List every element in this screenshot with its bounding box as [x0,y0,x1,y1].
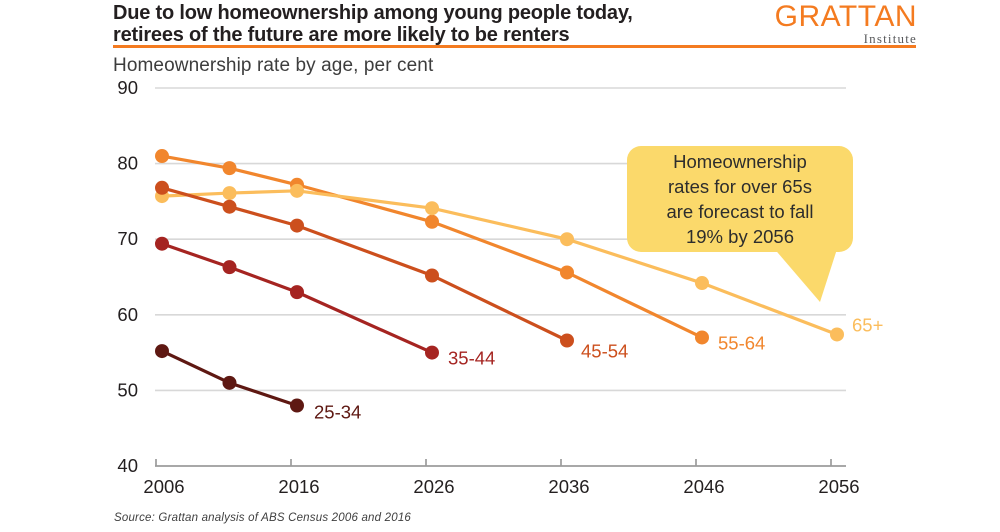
y-tick-label: 70 [117,228,138,249]
chart-title: Due to low homeownership among young peo… [113,2,633,46]
series-line-35-44 [161,242,433,355]
series-point-35-44 [222,260,237,275]
series-point-45-54 [560,333,574,348]
y-tick-label: 60 [117,304,138,325]
annotation-callout: Homeownership rates for over 65s are for… [627,146,853,252]
series-point-65+ [425,201,439,216]
series-line-55-64 [161,154,703,339]
grattan-logo-institute: Institute [863,31,917,46]
series-point-45-54 [155,180,169,195]
x-tick-label: 2036 [548,476,589,497]
series-label-65+: 65+ [852,314,883,335]
series-point-65+ [222,186,237,201]
series-label-35-44: 35-44 [448,348,495,369]
y-tick-label: 90 [117,77,138,98]
series-point-55-64 [560,265,574,280]
series-point-25-34 [290,398,304,413]
series-point-25-34 [222,375,237,390]
y-tick-label: 50 [117,379,138,400]
grattan-logo-wordmark: GRATTAN [774,0,917,33]
series-label-25-34: 25-34 [314,402,361,423]
series-point-25-34 [155,344,169,359]
x-tick-label: 2056 [818,476,859,497]
series-point-55-64 [695,330,709,345]
series-point-65+ [695,276,709,291]
series-point-65+ [290,183,304,198]
series-label-55-64: 55-64 [718,332,765,353]
callout-tail [772,246,838,302]
series-point-45-54 [425,268,439,283]
grattan-logo: GRATTAN Institute [768,0,917,47]
series-point-65+ [830,327,844,342]
series-point-35-44 [155,236,169,251]
series-point-35-44 [290,285,304,300]
source-note: Source: Grattan analysis of ABS Census 2… [114,512,412,524]
x-tick-label: 2016 [278,476,319,497]
series-point-45-54 [290,218,304,233]
series-point-45-54 [222,199,237,214]
series-point-55-64 [155,149,169,164]
series-label-45-54: 45-54 [581,341,628,362]
series-point-65+ [560,232,574,247]
series-point-55-64 [425,214,439,229]
x-tick-label: 2046 [683,476,724,497]
series-point-55-64 [222,161,237,176]
series-point-35-44 [425,345,439,360]
y-tick-label: 80 [117,153,138,174]
x-tick-label: 2006 [143,476,184,497]
chart-subtitle: Homeownership rate by age, per cent [113,55,434,76]
title-accent-rule [113,45,916,48]
x-tick-label: 2026 [413,476,454,497]
y-tick-label: 40 [117,455,138,476]
